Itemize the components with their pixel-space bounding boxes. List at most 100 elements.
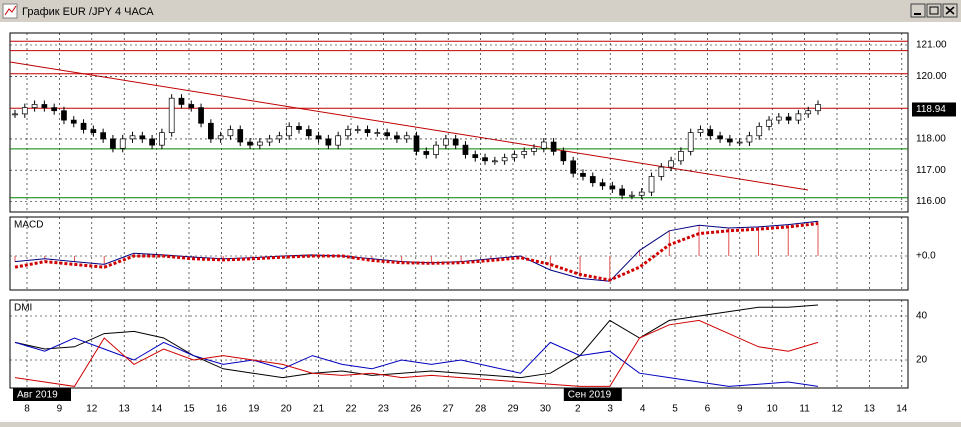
candle-body xyxy=(609,185,616,190)
date-label: 9 xyxy=(57,404,63,415)
candle-body xyxy=(736,141,743,144)
candle-body xyxy=(364,129,371,133)
candle-body xyxy=(658,166,665,177)
candle-body xyxy=(580,172,586,177)
candle-body xyxy=(325,138,332,146)
candle-body xyxy=(394,135,400,140)
candle-body xyxy=(374,132,381,134)
candle-body xyxy=(168,97,175,133)
candle-body xyxy=(589,176,596,184)
candle-body xyxy=(345,129,351,137)
title-bar xyxy=(0,0,961,22)
candle-body xyxy=(697,129,704,133)
candle-body xyxy=(619,188,625,196)
window-icon xyxy=(2,3,18,19)
candle-body xyxy=(80,122,87,130)
candle-body xyxy=(687,132,694,152)
adx-line xyxy=(14,304,819,379)
close-glyph xyxy=(945,6,955,15)
maximize-glyph xyxy=(929,6,939,15)
candle-body xyxy=(599,182,606,187)
candle-body xyxy=(119,138,126,149)
signal-line xyxy=(14,222,819,282)
candle-body xyxy=(540,141,547,149)
candle-body xyxy=(178,97,185,105)
window-buttons[interactable] xyxy=(910,3,958,18)
candle-body xyxy=(149,138,155,146)
date-label: 21 xyxy=(313,404,325,415)
macd-tick-label: +0.0 xyxy=(916,251,936,262)
price-tick-label: 117.00 xyxy=(916,165,946,176)
price-tick-label: 120.00 xyxy=(916,71,947,82)
candle-body xyxy=(570,160,577,174)
month-label: Сен 2019 xyxy=(568,390,612,401)
candle-body xyxy=(335,135,342,146)
candle-body xyxy=(159,132,165,146)
candle-body xyxy=(746,135,753,143)
price-tick-label: 118.00 xyxy=(916,134,946,145)
date-label: 13 xyxy=(864,404,876,415)
month-badge xyxy=(13,388,71,401)
candle-body xyxy=(247,141,253,146)
candle-body xyxy=(491,160,498,163)
candle-body xyxy=(433,144,439,155)
plus-di-line xyxy=(14,337,819,387)
candle-body xyxy=(256,141,263,146)
macd-label: MACD xyxy=(14,220,43,231)
candle-body xyxy=(707,129,714,137)
dmi-label: DMI xyxy=(14,303,32,314)
date-label: 19 xyxy=(248,404,260,415)
date-label: 30 xyxy=(540,404,552,415)
macd-line xyxy=(14,220,819,282)
candle-body xyxy=(550,141,557,152)
candle-body xyxy=(462,144,469,155)
candle-body xyxy=(110,138,116,149)
candle-body xyxy=(678,151,684,162)
date-label: 12 xyxy=(86,404,98,415)
candle-body xyxy=(90,129,97,133)
candle-body xyxy=(560,151,567,162)
candle-body xyxy=(423,151,430,155)
candle-body xyxy=(286,126,293,137)
date-label: 2 xyxy=(575,404,581,415)
candle-body xyxy=(482,157,488,162)
candle-body xyxy=(795,113,802,121)
candle-body xyxy=(198,107,204,124)
candle-body xyxy=(188,104,195,108)
dmi-tick-label: 40 xyxy=(916,311,928,322)
candle-body xyxy=(775,116,782,121)
date-label: 27 xyxy=(443,404,455,415)
candle-body xyxy=(452,138,459,146)
candle-body xyxy=(629,194,635,197)
candle-body xyxy=(638,191,645,196)
candle-body xyxy=(501,157,508,162)
candle-body xyxy=(70,119,77,124)
date-label: 6 xyxy=(705,404,711,415)
icon-line xyxy=(4,5,17,16)
candle-body xyxy=(237,129,244,143)
maximize[interactable] xyxy=(926,3,942,18)
candle-body xyxy=(61,110,67,121)
date-label: 26 xyxy=(410,404,422,415)
candle-body xyxy=(305,129,312,137)
candle-body xyxy=(521,151,528,155)
month-label: Авг 2019 xyxy=(17,390,58,401)
candle-body xyxy=(100,132,106,140)
date-label: 14 xyxy=(151,404,163,415)
date-label: 22 xyxy=(345,404,357,415)
price-tick-label: 116.00 xyxy=(916,196,946,207)
date-label: 8 xyxy=(24,404,30,415)
dmi-pane xyxy=(9,299,909,389)
date-label: 14 xyxy=(896,404,908,415)
candle-body xyxy=(727,138,733,143)
candle-body xyxy=(51,107,58,112)
candle-body xyxy=(648,176,655,193)
candle-body xyxy=(717,135,723,140)
candle-body xyxy=(227,129,234,137)
candle-body xyxy=(472,154,479,159)
current-price-badge xyxy=(912,102,956,117)
candle-body xyxy=(12,113,18,116)
candle-body xyxy=(805,110,812,115)
minimize[interactable] xyxy=(910,3,926,18)
